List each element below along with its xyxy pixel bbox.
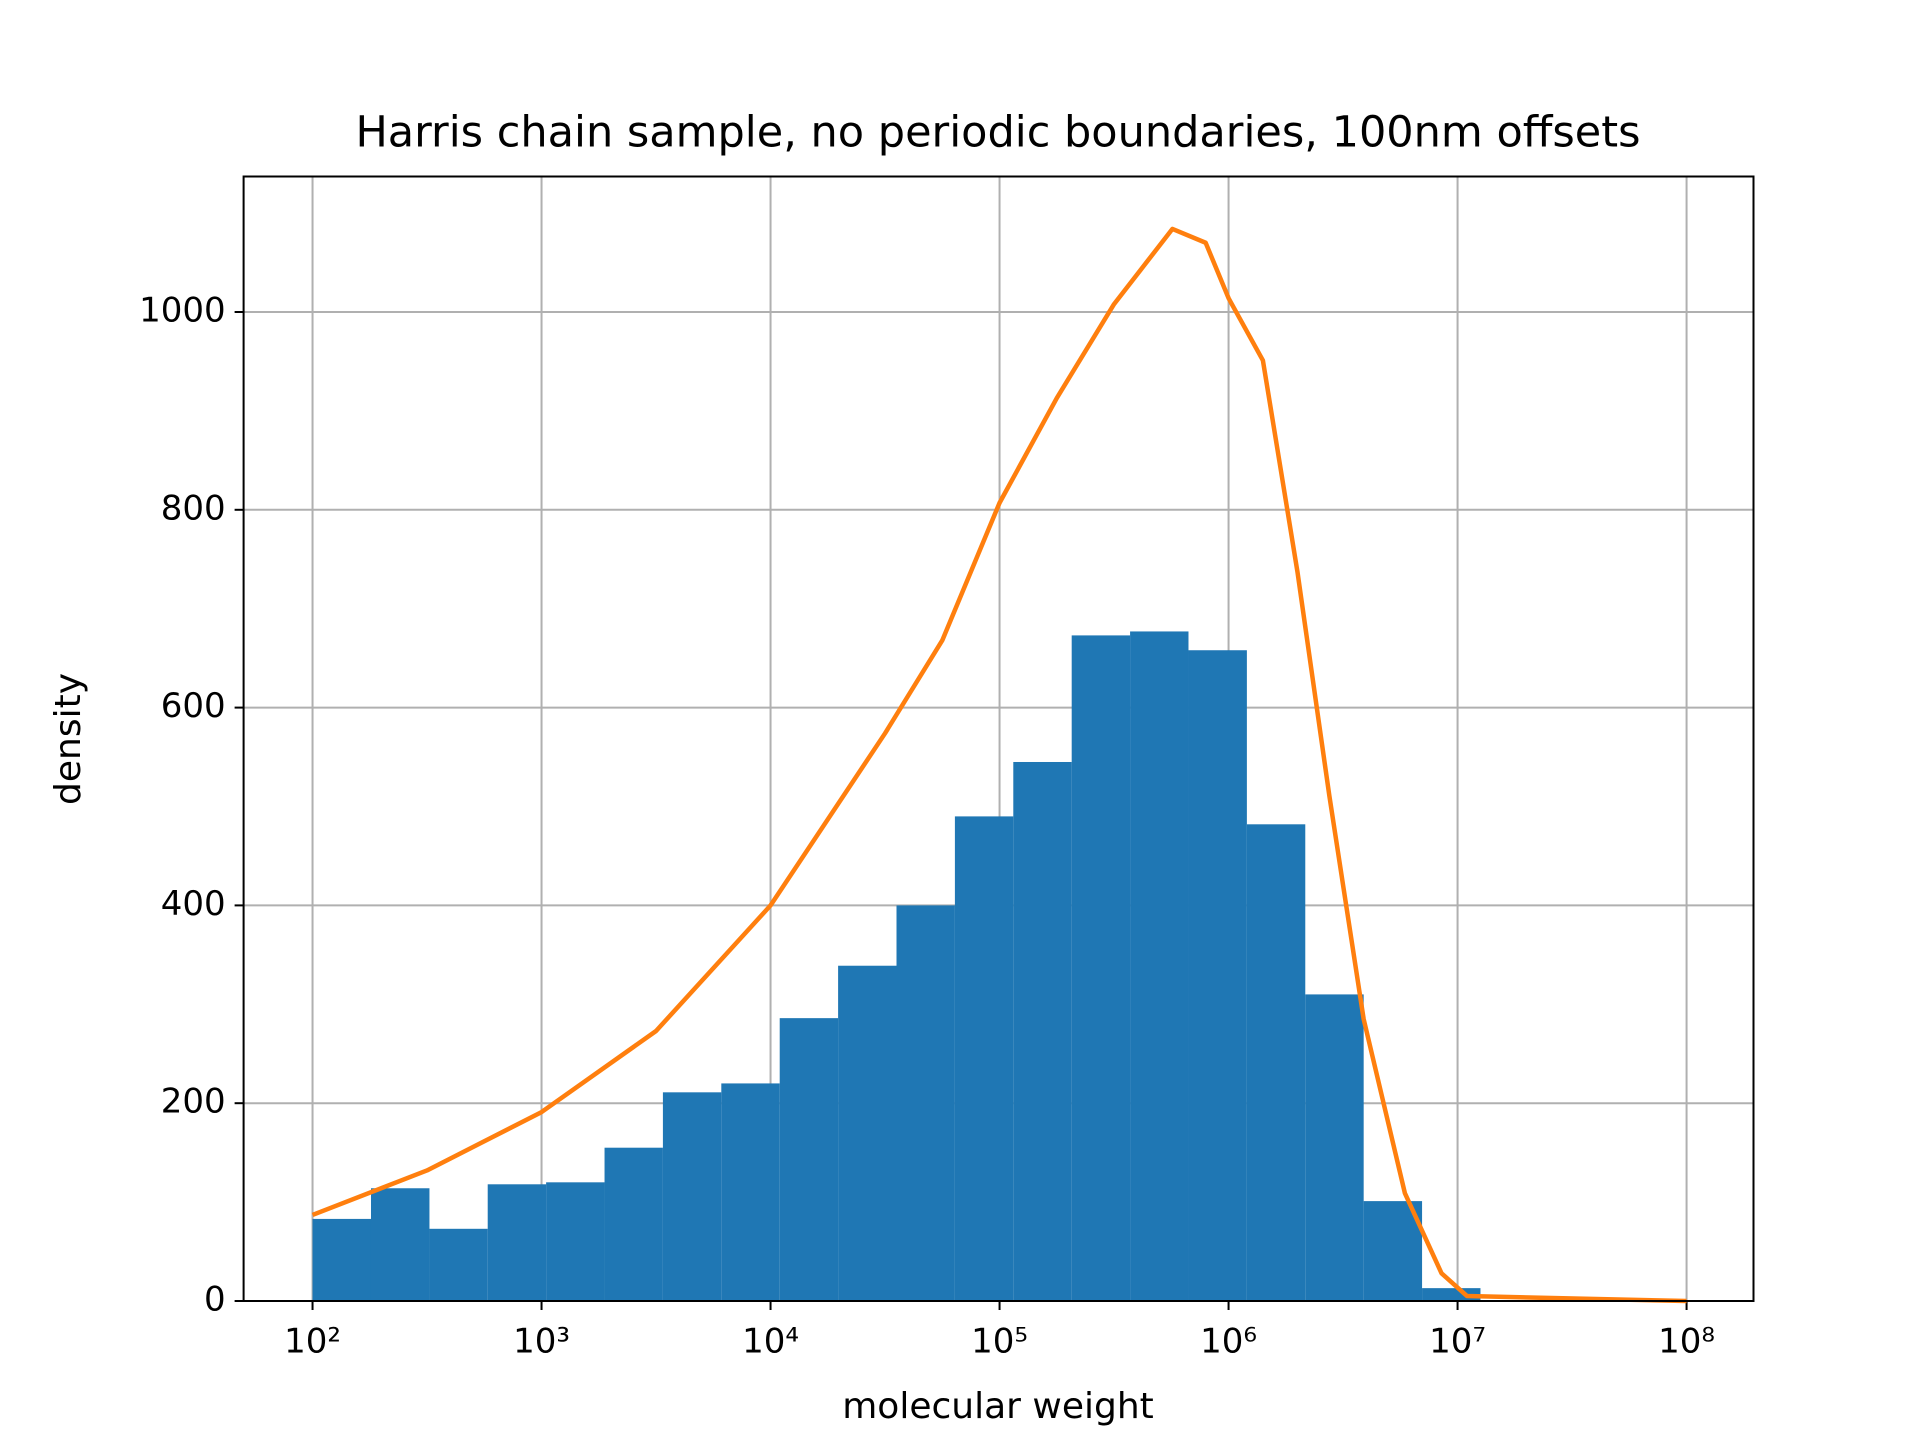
x-tick-label: 10⁴ [742,1322,799,1362]
x-tick-label: 10⁸ [1658,1322,1715,1362]
y-tick-label: 800 [161,488,226,528]
bar [662,1092,722,1301]
x-tick-label: 10⁵ [971,1322,1028,1362]
bar [1305,994,1364,1301]
bar [546,1182,605,1301]
bar [779,1018,839,1301]
x-tick-label: 10³ [513,1322,570,1362]
bar [1071,635,1131,1301]
bar [1188,650,1247,1301]
bar [1130,631,1189,1301]
y-tick-label: 600 [161,686,226,726]
bar [487,1184,547,1301]
bar [429,1228,488,1301]
x-axis-label: molecular weight [842,1386,1154,1427]
y-axis-label: density [48,673,89,805]
plot-frame [242,175,1755,1302]
bar [721,1083,780,1301]
y-tick-label: 200 [161,1082,226,1122]
bar [954,816,1014,1301]
bar [1246,824,1306,1301]
fit-curve [311,226,1687,1304]
chart-title: Harris chain sample, no periodic boundar… [355,108,1640,158]
bar [312,1218,371,1301]
bar [604,1147,663,1301]
x-tick-label: 10⁷ [1429,1322,1486,1362]
y-tick-label: 0 [204,1280,226,1320]
bar [1363,1201,1423,1301]
x-tick-label: 10² [284,1322,341,1362]
x-tick-label: 10⁶ [1200,1322,1257,1362]
y-tick-label: 400 [161,884,226,924]
bar [1013,761,1072,1301]
bar [896,905,955,1301]
y-tick-label: 1000 [139,290,226,330]
bar [370,1188,430,1301]
bar [838,965,897,1301]
